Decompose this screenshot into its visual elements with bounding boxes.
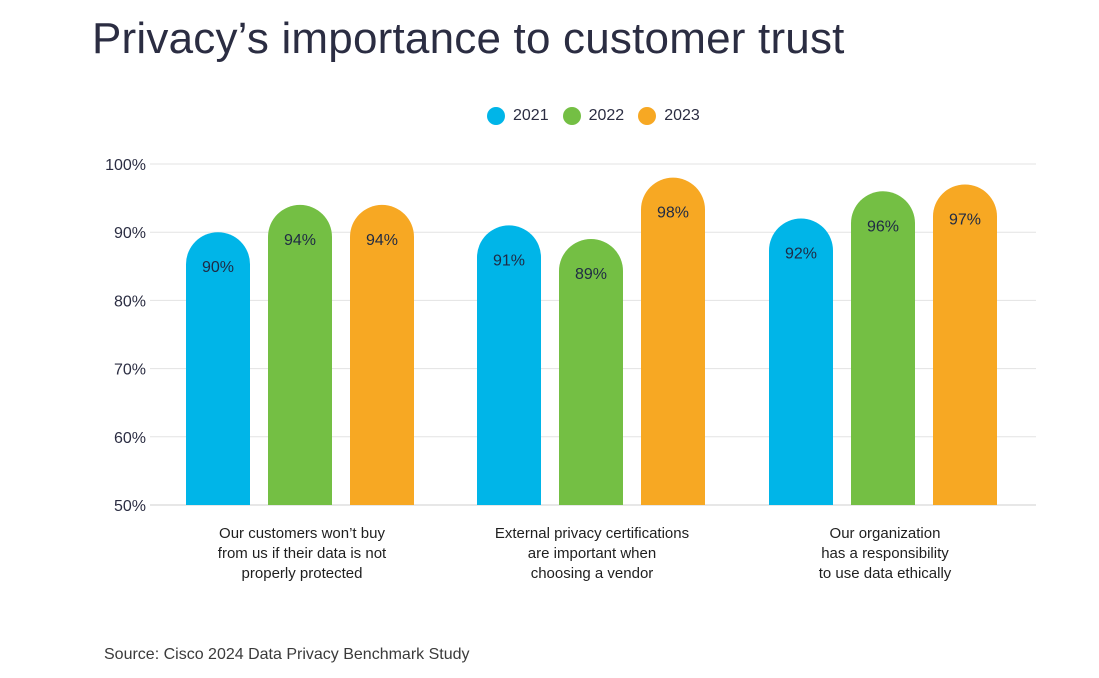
bar-2023-category-3 <box>933 184 997 505</box>
y-axis: 50% 60% 70% 80% 90% 100% <box>105 157 146 515</box>
category-label-1: Our customers won’t buy from us if their… <box>172 524 432 584</box>
data-label-2023-category-1: 94% <box>366 232 398 249</box>
bar-2022-category-3 <box>851 191 915 505</box>
category-label-2: External privacy certifications are impo… <box>462 524 722 584</box>
y-tick-label: 80% <box>114 293 146 310</box>
source-note: Source: Cisco 2024 Data Privacy Benchmar… <box>104 646 470 664</box>
data-label-2021-category-1: 90% <box>202 259 234 276</box>
data-label-2021-category-3: 92% <box>785 246 817 263</box>
y-tick-label: 60% <box>114 430 146 447</box>
y-tick-label: 100% <box>105 157 146 174</box>
data-label-2022-category-3: 96% <box>867 218 899 235</box>
y-tick-label: 70% <box>114 362 146 379</box>
data-label-2023-category-2: 98% <box>657 205 689 222</box>
data-label-2022-category-2: 89% <box>575 266 607 283</box>
y-tick-label: 90% <box>114 225 146 242</box>
bar-2022-category-1 <box>268 205 332 505</box>
data-label-2022-category-1: 94% <box>284 232 316 249</box>
bar-2023-category-1 <box>350 205 414 505</box>
bar-2023-category-2 <box>641 178 705 505</box>
data-label-2021-category-2: 91% <box>493 252 525 269</box>
data-label-2023-category-3: 97% <box>949 211 981 228</box>
y-tick-label: 50% <box>114 498 146 515</box>
category-label-3: Our organization has a responsibility to… <box>755 524 1015 584</box>
